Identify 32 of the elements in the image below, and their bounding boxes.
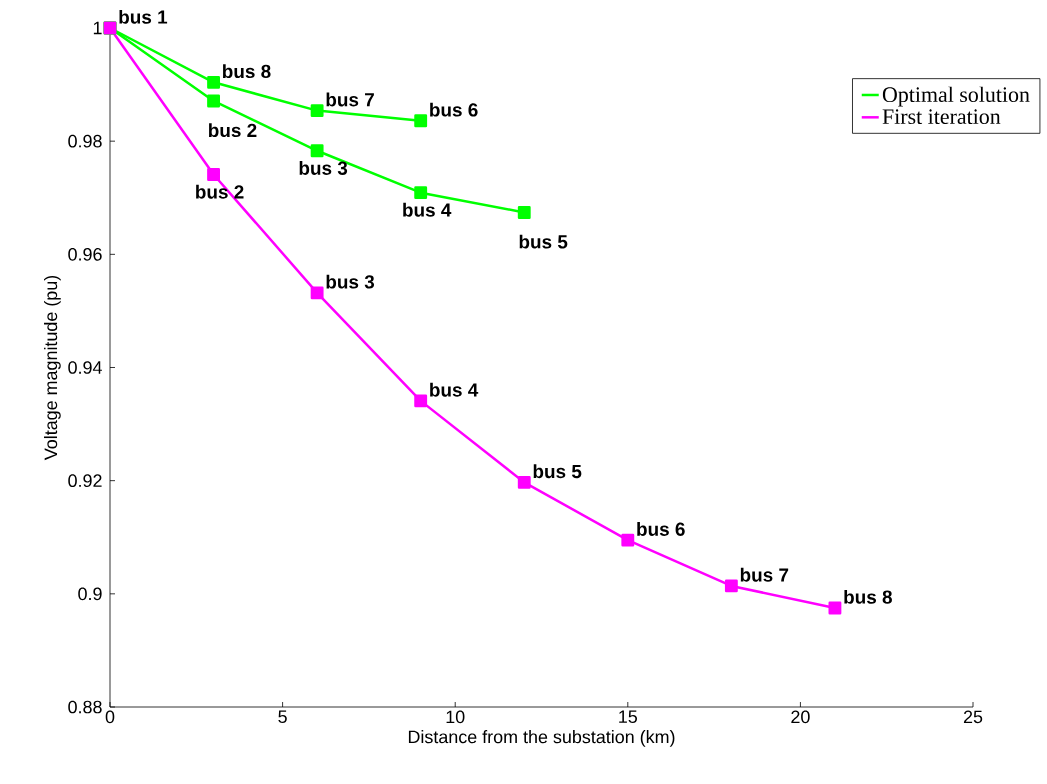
x-tick-label: 15 (619, 710, 638, 724)
x-tick-label: 0 (105, 710, 115, 724)
y-tick-label: 1 (93, 21, 102, 35)
annotation: bus 2 (196, 184, 244, 199)
legend-label: First iteration (882, 109, 1001, 125)
annotation: bus 6 (637, 521, 685, 536)
annotation: bus 5 (533, 464, 582, 479)
annotation: bus 6 (430, 102, 478, 117)
annotation: bus 2 (209, 123, 257, 138)
x-tick-label: 20 (791, 710, 810, 724)
x-tick-label: 25 (963, 710, 983, 724)
legend-label: Optimal solution (882, 86, 1030, 107)
y-tick-label: 0.9 (78, 587, 102, 601)
y-tick-label: 0.92 (68, 474, 102, 488)
annotation: bus 8 (223, 64, 271, 79)
x-tick-label: 10 (446, 710, 465, 724)
y-axis-title: Voltage magnitude (pu) (44, 275, 61, 461)
annotation: bus 3 (326, 274, 375, 289)
y-tick-label: 0.94 (68, 361, 102, 374)
x-tick-label: 5 (278, 710, 287, 724)
annotation: bus 7 (326, 92, 374, 107)
annotation: bus 1 (119, 9, 168, 24)
y-tick-label: 0.88 (68, 700, 102, 714)
y-tick-label: 0.98 (68, 134, 102, 148)
annotation: bus 3 (299, 160, 348, 175)
x-axis-title: Distance from the substation (km) (408, 730, 675, 747)
annotation: bus 7 (740, 567, 789, 582)
annotation: bus 4 (430, 382, 479, 397)
annotation: bus 4 (403, 202, 452, 217)
y-tick-label: 0.96 (68, 247, 102, 261)
annotation: bus 5 (519, 234, 568, 249)
annotation: bus 8 (844, 589, 892, 604)
